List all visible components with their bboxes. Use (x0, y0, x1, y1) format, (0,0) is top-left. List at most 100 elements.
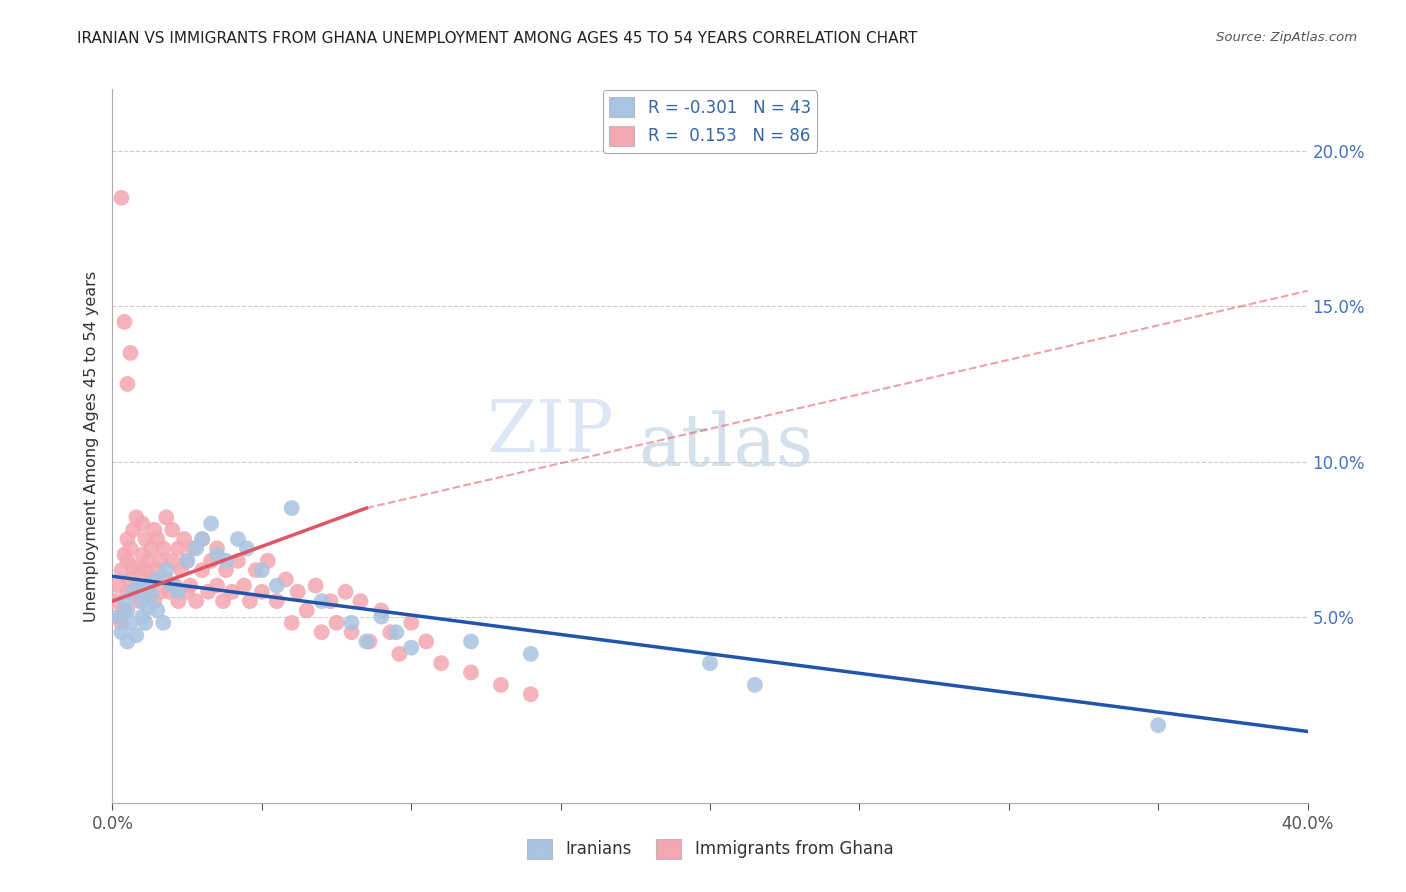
Text: ZIP: ZIP (486, 396, 614, 467)
Point (125, 579, 148, 593)
Point (205, 579, 228, 593)
Point (122, 523, 145, 537)
Point (155, 563, 177, 577)
Point (141, 573, 163, 587)
Point (155, 510, 177, 524)
Point (385, 625, 408, 640)
Point (138, 554, 160, 568)
Point (149, 554, 172, 568)
Point (162, 579, 183, 593)
Point (117, 603, 139, 617)
Point (162, 523, 183, 537)
Point (117, 584, 139, 599)
Point (114, 603, 135, 617)
Point (340, 615, 363, 630)
Point (233, 579, 256, 593)
Point (138, 579, 160, 593)
Point (176, 554, 198, 568)
Point (335, 584, 357, 599)
Point (107, 609, 129, 624)
Point (110, 191, 132, 205)
Point (520, 647, 543, 661)
Point (143, 523, 166, 537)
Point (191, 532, 214, 546)
Point (319, 594, 342, 608)
Point (114, 548, 135, 562)
Point (250, 584, 273, 599)
Point (167, 584, 190, 599)
Point (117, 634, 139, 648)
Point (128, 594, 150, 608)
Point (162, 554, 183, 568)
Point (165, 579, 187, 593)
Point (401, 615, 423, 630)
Point (305, 579, 328, 593)
Point (149, 584, 172, 599)
Point (131, 594, 153, 608)
Point (138, 584, 160, 599)
Point (370, 609, 392, 624)
Point (266, 594, 288, 608)
Point (239, 594, 262, 608)
Point (415, 634, 437, 648)
Point (107, 609, 129, 624)
Point (226, 532, 249, 546)
Point (699, 656, 721, 670)
Point (131, 548, 153, 562)
Point (311, 594, 333, 608)
Point (155, 573, 177, 587)
Point (146, 532, 169, 546)
Point (146, 563, 169, 577)
Point (141, 588, 163, 602)
Point (356, 634, 378, 648)
Point (173, 532, 195, 546)
Point (370, 603, 392, 617)
Point (460, 665, 482, 680)
Legend: Iranians, Immigrants from Ghana: Iranians, Immigrants from Ghana (520, 832, 900, 866)
Point (117, 376, 139, 391)
Point (131, 609, 153, 624)
Point (489, 678, 512, 692)
Point (125, 510, 148, 524)
Text: Source: ZipAtlas.com: Source: ZipAtlas.com (1216, 31, 1357, 45)
Point (157, 584, 180, 599)
Point (128, 579, 150, 593)
Point (170, 563, 193, 577)
Point (359, 634, 381, 648)
Point (138, 600, 160, 615)
Point (191, 563, 214, 577)
Point (114, 594, 135, 608)
Point (176, 554, 198, 568)
Point (146, 573, 169, 587)
Point (388, 647, 411, 661)
Point (226, 554, 249, 568)
Point (128, 563, 150, 577)
Point (179, 579, 201, 593)
Point (430, 656, 453, 670)
Point (205, 548, 228, 562)
Point (380, 625, 402, 640)
Point (212, 594, 235, 608)
Point (146, 603, 169, 617)
Point (122, 584, 145, 599)
Point (186, 541, 208, 556)
Point (311, 625, 333, 640)
Point (236, 541, 259, 556)
Point (281, 615, 304, 630)
Point (200, 516, 222, 531)
Point (181, 541, 204, 556)
Point (107, 579, 129, 593)
Point (143, 594, 166, 608)
Point (520, 687, 543, 701)
Point (250, 563, 273, 577)
Point (215, 563, 238, 577)
Point (401, 640, 423, 655)
Point (131, 579, 153, 593)
Point (120, 346, 142, 360)
Point (134, 615, 156, 630)
Point (1147, 718, 1170, 732)
Point (340, 625, 363, 640)
Point (110, 625, 132, 640)
Text: atlas: atlas (638, 410, 814, 482)
Point (274, 573, 297, 587)
